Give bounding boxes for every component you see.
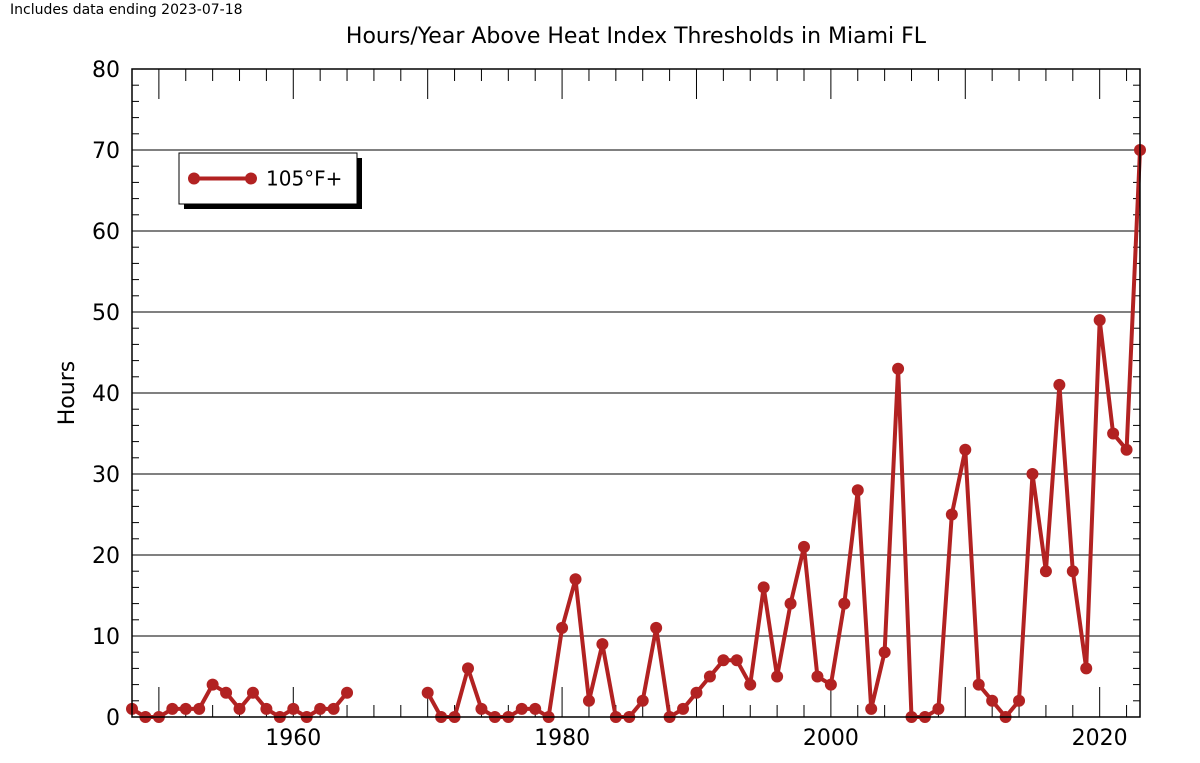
x-tick-label: 1980 <box>534 726 590 751</box>
y-tick-label: 40 <box>92 382 120 407</box>
data-ending-note: Includes data ending 2023-07-18 <box>10 2 243 18</box>
y-tick-label: 30 <box>92 463 120 488</box>
data-point <box>1093 314 1106 327</box>
data-point <box>462 662 474 675</box>
data-point <box>784 597 797 610</box>
data-point <box>206 678 219 691</box>
data-point <box>717 654 730 667</box>
grid-lines <box>132 149 1140 637</box>
data-point <box>959 443 972 456</box>
data-point <box>314 702 327 715</box>
data-point <box>677 702 690 715</box>
data-point <box>878 646 891 659</box>
data-point <box>515 702 528 715</box>
data-point <box>1080 662 1093 675</box>
y-tick-label: 50 <box>92 301 120 326</box>
x-tick-label: 2020 <box>1072 726 1128 751</box>
data-point <box>582 694 595 707</box>
data-point <box>1053 378 1066 391</box>
y-tick-label: 80 <box>92 58 120 83</box>
y-tick-label: 0 <box>106 706 120 731</box>
data-point <box>327 702 340 715</box>
y-tick-label: 60 <box>92 220 120 245</box>
data-point <box>179 702 192 715</box>
data-point <box>972 678 985 691</box>
data-point <box>945 508 958 521</box>
data-point <box>341 686 354 699</box>
data-point <box>1026 468 1039 480</box>
data-point <box>287 702 300 715</box>
y-tick-label: 20 <box>92 544 120 569</box>
data-point <box>757 581 770 594</box>
series-line <box>425 149 1142 719</box>
data-point <box>1066 565 1079 578</box>
data-point <box>932 702 945 715</box>
chart-title: Hours/Year Above Heat Index Thresholds i… <box>346 24 927 49</box>
data-point <box>246 686 259 699</box>
data-point <box>690 686 703 699</box>
data-point <box>421 686 434 699</box>
data-point <box>744 678 757 691</box>
data-point <box>838 597 851 610</box>
legend-label: 105°F+ <box>266 167 342 191</box>
data-point <box>220 686 233 699</box>
data-point <box>569 573 582 586</box>
data-point <box>1107 427 1120 440</box>
data-point <box>798 540 810 553</box>
data-point <box>1013 694 1026 707</box>
legend-box <box>178 152 358 205</box>
data-point <box>811 670 824 683</box>
legend: 105°F+ <box>178 152 362 209</box>
data-point <box>636 694 649 707</box>
data-point <box>730 654 743 667</box>
data-point <box>193 702 206 715</box>
x-tick-label: 1960 <box>265 726 321 751</box>
legend-marker <box>188 172 200 185</box>
data-point <box>865 702 878 715</box>
data-point <box>851 484 864 497</box>
y-axis-label: Hours <box>55 361 80 425</box>
data-point <box>650 621 663 634</box>
data-point <box>166 702 179 715</box>
data-point <box>771 670 784 683</box>
data-point <box>529 702 542 715</box>
data-point <box>1039 565 1052 578</box>
data-point <box>1120 443 1133 456</box>
data-point <box>892 362 905 375</box>
data-point <box>703 670 716 683</box>
x-tick-label: 2000 <box>803 726 859 751</box>
data-point <box>260 702 273 715</box>
data-point <box>556 621 569 634</box>
tick-labels: 0 10 20 30 40 50 60 70 80 1960 1980 2000 2020 <box>92 58 1128 751</box>
data-point <box>233 702 246 715</box>
data-point <box>824 678 837 691</box>
y-tick-label: 70 <box>92 139 120 164</box>
data-point <box>986 694 999 707</box>
data-point <box>475 702 488 715</box>
legend-marker <box>245 172 257 185</box>
plot-frame <box>131 68 1141 718</box>
data-point <box>596 638 609 651</box>
y-tick-label: 10 <box>92 625 120 650</box>
